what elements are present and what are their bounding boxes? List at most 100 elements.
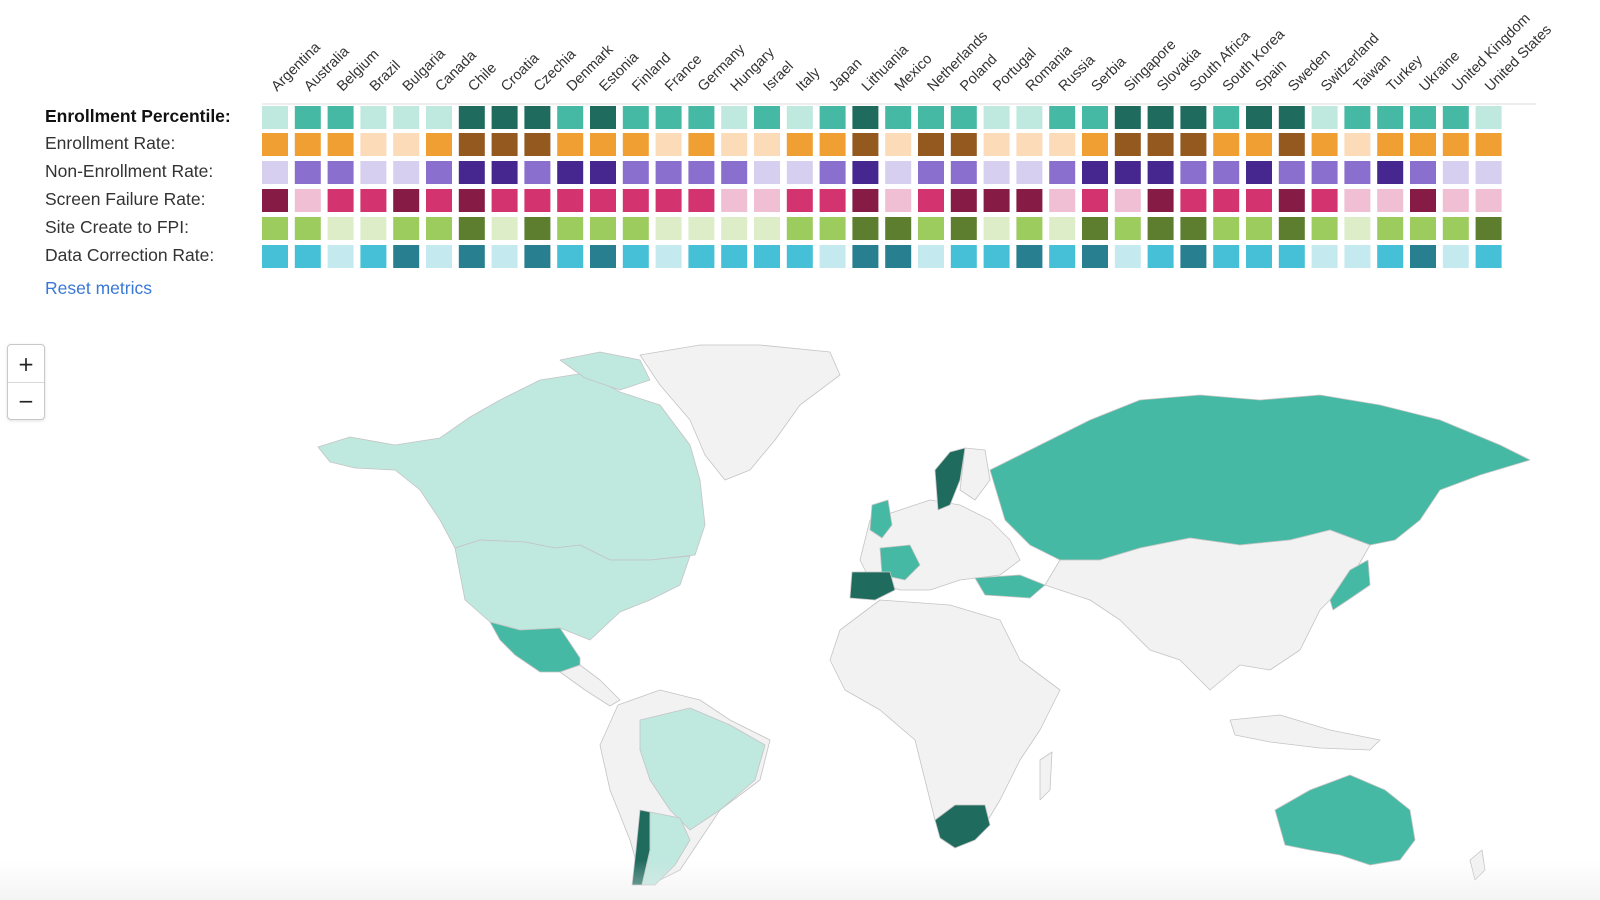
- metric-cell[interactable]: [1442, 133, 1469, 156]
- metric-cell[interactable]: [1475, 133, 1502, 156]
- metric-cell[interactable]: [1016, 189, 1043, 212]
- metric-cell[interactable]: [1311, 245, 1338, 268]
- metric-cell[interactable]: [1311, 189, 1338, 212]
- metric-cell[interactable]: [557, 217, 584, 240]
- metric-cell[interactable]: [1049, 161, 1076, 184]
- country-shape[interactable]: [639, 344, 841, 481]
- metric-cell[interactable]: [1016, 161, 1043, 184]
- metric-cell[interactable]: [622, 189, 649, 212]
- metric-cell[interactable]: [1049, 217, 1076, 240]
- metric-cell[interactable]: [852, 189, 879, 212]
- country-shape[interactable]: [1039, 751, 1053, 801]
- metric-cell[interactable]: [1344, 161, 1371, 184]
- metric-cell[interactable]: [622, 133, 649, 156]
- country-shape[interactable]: [1229, 714, 1381, 751]
- metric-cell[interactable]: [360, 161, 387, 184]
- metric-cell[interactable]: [262, 217, 288, 240]
- metric-cell[interactable]: [491, 133, 518, 156]
- metric-cell[interactable]: [1377, 245, 1404, 268]
- metric-cell[interactable]: [655, 161, 682, 184]
- metric-cell[interactable]: [1410, 106, 1436, 129]
- metric-cell[interactable]: [1311, 161, 1338, 184]
- metric-cell[interactable]: [327, 189, 354, 212]
- metric-cell[interactable]: [557, 245, 584, 268]
- metric-cell[interactable]: [1213, 161, 1240, 184]
- metric-cell[interactable]: [721, 161, 748, 184]
- metric-cell[interactable]: [1049, 106, 1076, 129]
- country-shape[interactable]: [559, 664, 621, 707]
- metric-cell[interactable]: [983, 245, 1010, 268]
- metric-cell[interactable]: [491, 189, 518, 212]
- metric-cell[interactable]: [688, 217, 715, 240]
- metric-cell[interactable]: [1180, 161, 1207, 184]
- metric-cell[interactable]: [918, 217, 944, 240]
- metric-cell[interactable]: [852, 217, 879, 240]
- metric-cell[interactable]: [852, 245, 879, 268]
- metric-cell[interactable]: [1180, 217, 1207, 240]
- metric-cell[interactable]: [1410, 245, 1436, 268]
- metric-cell[interactable]: [458, 161, 485, 184]
- metric-cell[interactable]: [458, 133, 485, 156]
- metric-cell[interactable]: [557, 133, 584, 156]
- country-shape[interactable]: [989, 394, 1531, 561]
- metric-cell[interactable]: [294, 245, 321, 268]
- metric-cell[interactable]: [1082, 133, 1108, 156]
- metric-cell[interactable]: [721, 189, 748, 212]
- zoom-in-button[interactable]: +: [8, 345, 44, 382]
- metric-cell[interactable]: [1213, 106, 1240, 129]
- metric-cell[interactable]: [458, 106, 485, 129]
- metric-cell[interactable]: [721, 133, 748, 156]
- country-column-label[interactable]: Serbia: [1089, 53, 1131, 95]
- metric-cell[interactable]: [262, 106, 288, 129]
- metric-cell[interactable]: [819, 217, 846, 240]
- metric-cell[interactable]: [721, 106, 748, 129]
- metric-cell[interactable]: [983, 133, 1010, 156]
- country-shape[interactable]: [639, 707, 766, 831]
- country-shape[interactable]: [974, 574, 1046, 599]
- metric-cell[interactable]: [393, 189, 420, 212]
- metric-cell[interactable]: [1442, 245, 1469, 268]
- metric-cell[interactable]: [590, 133, 616, 156]
- metric-cell[interactable]: [1410, 217, 1436, 240]
- metric-cell[interactable]: [1114, 106, 1141, 129]
- metric-cell[interactable]: [1410, 189, 1436, 212]
- metric-cell[interactable]: [426, 189, 452, 212]
- metric-cell[interactable]: [1180, 133, 1207, 156]
- metric-cell[interactable]: [393, 245, 420, 268]
- metric-cell[interactable]: [655, 245, 682, 268]
- metric-cell[interactable]: [1147, 106, 1174, 129]
- metric-cell[interactable]: [622, 106, 649, 129]
- country-shape[interactable]: [879, 544, 921, 581]
- metric-cell[interactable]: [1114, 189, 1141, 212]
- metric-cell[interactable]: [1344, 106, 1371, 129]
- country-shape[interactable]: [1274, 774, 1416, 866]
- metric-cell[interactable]: [327, 245, 354, 268]
- metric-cell[interactable]: [819, 133, 846, 156]
- metric-cell[interactable]: [393, 106, 420, 129]
- metric-cell[interactable]: [491, 161, 518, 184]
- metric-cell[interactable]: [1147, 217, 1174, 240]
- metric-cell[interactable]: [1114, 245, 1141, 268]
- metric-cell[interactable]: [786, 245, 813, 268]
- metric-cell[interactable]: [819, 161, 846, 184]
- metric-cell[interactable]: [1475, 161, 1502, 184]
- metric-cell[interactable]: [1278, 189, 1305, 212]
- metric-cell[interactable]: [1213, 133, 1240, 156]
- metric-cell[interactable]: [491, 217, 518, 240]
- metric-cell[interactable]: [721, 245, 748, 268]
- metric-cell[interactable]: [1147, 245, 1174, 268]
- metric-cell[interactable]: [360, 189, 387, 212]
- country-shape[interactable]: [1329, 559, 1371, 611]
- metric-cell[interactable]: [1377, 106, 1404, 129]
- metric-cell[interactable]: [524, 245, 551, 268]
- metric-cell[interactable]: [524, 106, 551, 129]
- metric-cell[interactable]: [1311, 106, 1338, 129]
- metric-cell[interactable]: [1278, 161, 1305, 184]
- metric-cell[interactable]: [1082, 189, 1108, 212]
- metric-cell[interactable]: [1049, 189, 1076, 212]
- metric-row-label[interactable]: Data Correction Rate:: [45, 245, 214, 265]
- metric-cell[interactable]: [754, 245, 780, 268]
- metric-cell[interactable]: [950, 217, 977, 240]
- metric-cell[interactable]: [655, 133, 682, 156]
- metric-cell[interactable]: [1311, 133, 1338, 156]
